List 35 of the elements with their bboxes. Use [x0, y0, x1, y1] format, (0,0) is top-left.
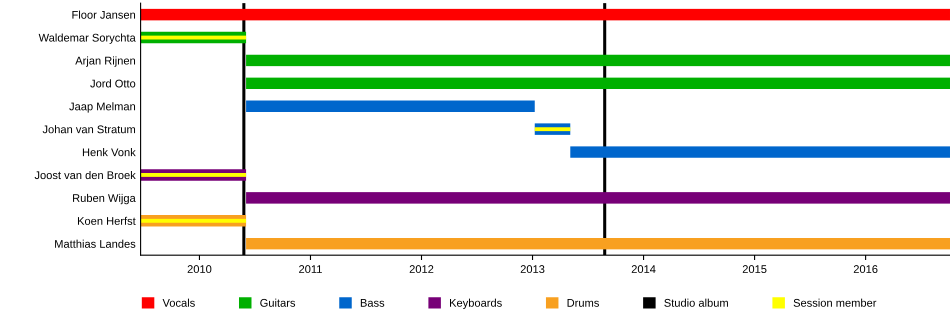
- bar: [140, 36, 246, 40]
- y-tick-label: Waldemar Sorychta: [38, 33, 136, 44]
- x-tick-label: 2011: [299, 265, 322, 274]
- bar: [246, 100, 535, 112]
- x-tick-label: 2012: [410, 265, 434, 274]
- bar: [246, 238, 950, 250]
- bar: [246, 54, 950, 66]
- y-tick-label: Joost van den Broek: [34, 170, 136, 180]
- y-tick-label: Koen Herfst: [78, 216, 136, 225]
- legend-label: Keyboards: [450, 298, 502, 309]
- x-tick-label: 2015: [742, 265, 766, 274]
- y-tick-label: Jaap Melman: [69, 102, 136, 113]
- legend-label: Guitars: [260, 298, 296, 307]
- y-tick-label: Floor Jansen: [72, 10, 136, 19]
- x-tick-label: 2014: [632, 265, 656, 274]
- y-tick-label: Johan van Stratum: [42, 125, 136, 134]
- legend-label: Drums: [568, 299, 599, 307]
- bar: [246, 78, 950, 90]
- y-tick-label: Ruben Wijga: [73, 194, 136, 204]
- legend-label: Vocals: [162, 298, 195, 307]
- y-tick-label: Henk Vonk: [82, 148, 136, 156]
- y-tick-label: Matthias Landes: [55, 240, 136, 248]
- bar: [246, 192, 950, 204]
- y-tick-label: Jord Otto: [90, 79, 136, 88]
- legend-label: Studio album: [664, 298, 728, 307]
- y-tick-label: Arjan Rijnen: [75, 56, 136, 67]
- x-tick-label: 2013: [520, 265, 544, 274]
- bar: [140, 8, 950, 20]
- legend-label: Bass: [360, 299, 384, 307]
- bar: [534, 127, 570, 132]
- x-tick-label: 2010: [188, 265, 212, 274]
- bar: [140, 173, 246, 177]
- legend-label: Session member: [794, 298, 876, 307]
- x-tick-label: 2016: [854, 265, 878, 274]
- bar: [570, 146, 950, 158]
